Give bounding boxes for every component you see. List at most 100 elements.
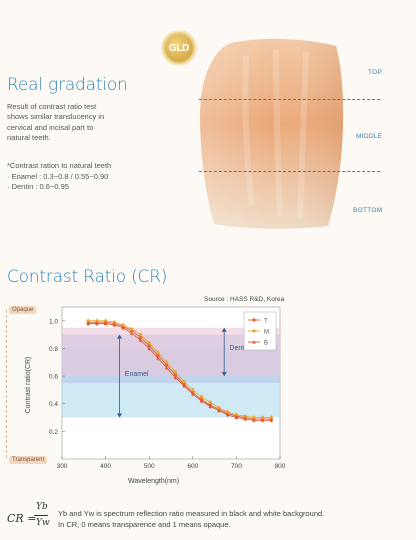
section-title-real-gradation: Real gradation xyxy=(7,75,128,95)
point-m xyxy=(165,360,169,364)
formula-numerator: Yb xyxy=(36,502,48,512)
point-b xyxy=(208,404,213,408)
point-b xyxy=(243,417,247,421)
enamel-arrow-head-bottom xyxy=(117,413,123,418)
point-m xyxy=(95,319,99,323)
point-b xyxy=(112,323,117,327)
legend-marker xyxy=(252,329,256,333)
point-m xyxy=(182,380,186,384)
description-line: natural teeth. xyxy=(7,132,51,142)
point-m xyxy=(191,388,195,392)
point-b xyxy=(138,338,143,342)
x-tick-label: 400 xyxy=(100,463,111,470)
description-line: shows similar translucency in xyxy=(7,112,105,122)
y-tick-label: 0.8 xyxy=(49,346,58,353)
point-m xyxy=(234,413,238,417)
description-line: cervical and incisal part to xyxy=(7,122,94,132)
point-m xyxy=(147,341,151,345)
note-enamel: · Enamel : 0.3~0.8 / 0.55~0.90 xyxy=(7,171,109,181)
x-tick-label: 300 xyxy=(57,463,68,470)
x-tick-label: 600 xyxy=(187,463,198,470)
point-t xyxy=(138,335,142,339)
point-m xyxy=(138,333,143,337)
level-bottom-label: BOTTOM xyxy=(353,207,383,214)
point-b xyxy=(164,366,169,370)
point-b xyxy=(129,331,134,335)
point-m xyxy=(86,319,90,323)
point-b xyxy=(182,383,186,388)
point-m xyxy=(208,400,212,404)
point-b xyxy=(156,356,160,360)
point-b xyxy=(217,408,221,413)
point-b xyxy=(121,325,125,330)
opaque-tag: Opaque xyxy=(9,306,37,314)
legend-marker xyxy=(252,340,256,344)
gradation-description: Result of contrast ratio test shows simi… xyxy=(7,102,167,143)
divider-top-middle xyxy=(199,99,380,100)
section-title-contrast-ratio: Contrast Ratio (CR) xyxy=(7,267,168,287)
series-line-m xyxy=(88,320,272,418)
point-m xyxy=(130,327,134,331)
contrast-note: *Contrast ration to natural teeth · Enam… xyxy=(7,161,111,193)
point-b xyxy=(191,392,195,396)
point-m xyxy=(173,370,177,374)
y-tick-label: 0.2 xyxy=(49,429,58,436)
explanation-line: Yb and Yw is spectrum reflection ratio m… xyxy=(58,509,325,518)
point-t xyxy=(156,353,160,357)
enamel-label: Enamel xyxy=(125,371,149,378)
point-m xyxy=(226,410,230,414)
formula-fraction-bar xyxy=(34,515,48,516)
point-m xyxy=(243,414,247,418)
point-m xyxy=(121,323,125,327)
x-axis-label: Wavelength(nm) xyxy=(128,478,180,485)
note-heading: *Contrast ration to natural teeth xyxy=(7,161,112,170)
legend-label-t: T xyxy=(264,318,268,324)
point-b xyxy=(252,418,256,422)
point-b xyxy=(147,346,151,350)
note-dentin: · Dentin : 0.6~0.95 xyxy=(7,182,69,191)
badge-label: GLD xyxy=(168,42,190,54)
point-b xyxy=(103,321,108,326)
point-m xyxy=(112,320,116,324)
point-b xyxy=(260,418,265,422)
legend-label-b: B xyxy=(264,340,268,346)
series-line-t xyxy=(88,321,272,420)
point-m xyxy=(252,415,256,420)
point-t xyxy=(173,373,177,377)
opacity-scale-line xyxy=(6,310,7,458)
y-tick-label: 1.0 xyxy=(49,318,58,325)
level-middle-label: MIDDLE xyxy=(356,133,383,140)
explanation-line: In CR, 0 means transparence and 1 means … xyxy=(58,520,231,529)
point-b xyxy=(225,412,230,417)
point-m xyxy=(217,406,221,410)
chart-source: Source : HASS R&D, Korea xyxy=(204,296,285,303)
enamel-arrow-head-top xyxy=(117,334,123,339)
transparent-tag: Transparent xyxy=(9,456,48,464)
legend-marker xyxy=(252,318,256,322)
gld-badge: GLD xyxy=(163,32,195,64)
formula-explanation: Yb and Yw is spectrum reflection ratio m… xyxy=(58,508,324,530)
point-m xyxy=(156,351,160,355)
y-axis-label: Contrast ratio(CR) xyxy=(25,356,32,414)
point-m xyxy=(260,415,265,420)
level-top-label: TOP xyxy=(368,69,383,76)
description-line: Result of contrast ratio test xyxy=(7,102,97,111)
formula-denominator: Yw xyxy=(36,518,50,528)
point-m xyxy=(269,415,273,420)
x-tick-label: 700 xyxy=(231,463,242,470)
point-b xyxy=(86,321,90,326)
point-b xyxy=(173,375,178,379)
band-dentin xyxy=(62,327,280,377)
divider-middle-bottom xyxy=(199,171,380,172)
series-line-b xyxy=(88,323,272,421)
x-tick-label: 500 xyxy=(144,463,155,470)
legend-label-m: M xyxy=(264,329,269,335)
dentin-arrow-head-top xyxy=(221,327,227,332)
dentin-arrow-head-bottom xyxy=(221,372,227,377)
point-t xyxy=(165,363,169,367)
dentin-label: Dentin xyxy=(229,345,249,352)
point-b xyxy=(95,321,99,326)
point-b xyxy=(269,418,274,422)
y-tick-label: 0.4 xyxy=(49,401,58,408)
tooth-image xyxy=(200,38,344,229)
